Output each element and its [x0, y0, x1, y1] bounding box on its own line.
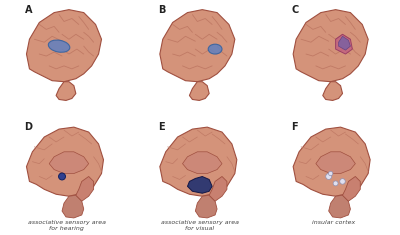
Polygon shape — [160, 10, 235, 82]
Polygon shape — [336, 34, 352, 54]
Text: associative sensory area
for hearing: associative sensory area for hearing — [28, 220, 106, 231]
Polygon shape — [62, 195, 84, 218]
Polygon shape — [56, 82, 76, 100]
Circle shape — [58, 173, 66, 180]
Circle shape — [340, 179, 345, 184]
Polygon shape — [160, 127, 237, 196]
Polygon shape — [338, 36, 350, 50]
Polygon shape — [76, 176, 94, 201]
Polygon shape — [26, 10, 102, 82]
Polygon shape — [323, 82, 342, 100]
Polygon shape — [293, 127, 370, 196]
Text: A: A — [24, 5, 32, 15]
Polygon shape — [195, 195, 217, 218]
Text: B: B — [158, 5, 165, 15]
Polygon shape — [293, 10, 368, 82]
Circle shape — [328, 171, 333, 176]
Ellipse shape — [48, 40, 70, 52]
Polygon shape — [316, 152, 355, 173]
Polygon shape — [26, 127, 104, 196]
Text: E: E — [158, 122, 164, 132]
Circle shape — [326, 173, 332, 180]
Circle shape — [333, 181, 338, 186]
Text: C: C — [291, 5, 298, 15]
Text: F: F — [291, 122, 298, 132]
Ellipse shape — [208, 44, 222, 54]
Polygon shape — [190, 82, 209, 100]
Text: D: D — [24, 122, 32, 132]
Polygon shape — [342, 176, 360, 201]
Polygon shape — [188, 176, 212, 193]
Polygon shape — [329, 195, 350, 218]
Polygon shape — [182, 152, 222, 173]
Polygon shape — [209, 176, 227, 201]
Polygon shape — [49, 152, 89, 173]
Text: insular cortex: insular cortex — [312, 220, 355, 225]
Text: associative sensory area
for visual: associative sensory area for visual — [161, 220, 239, 231]
